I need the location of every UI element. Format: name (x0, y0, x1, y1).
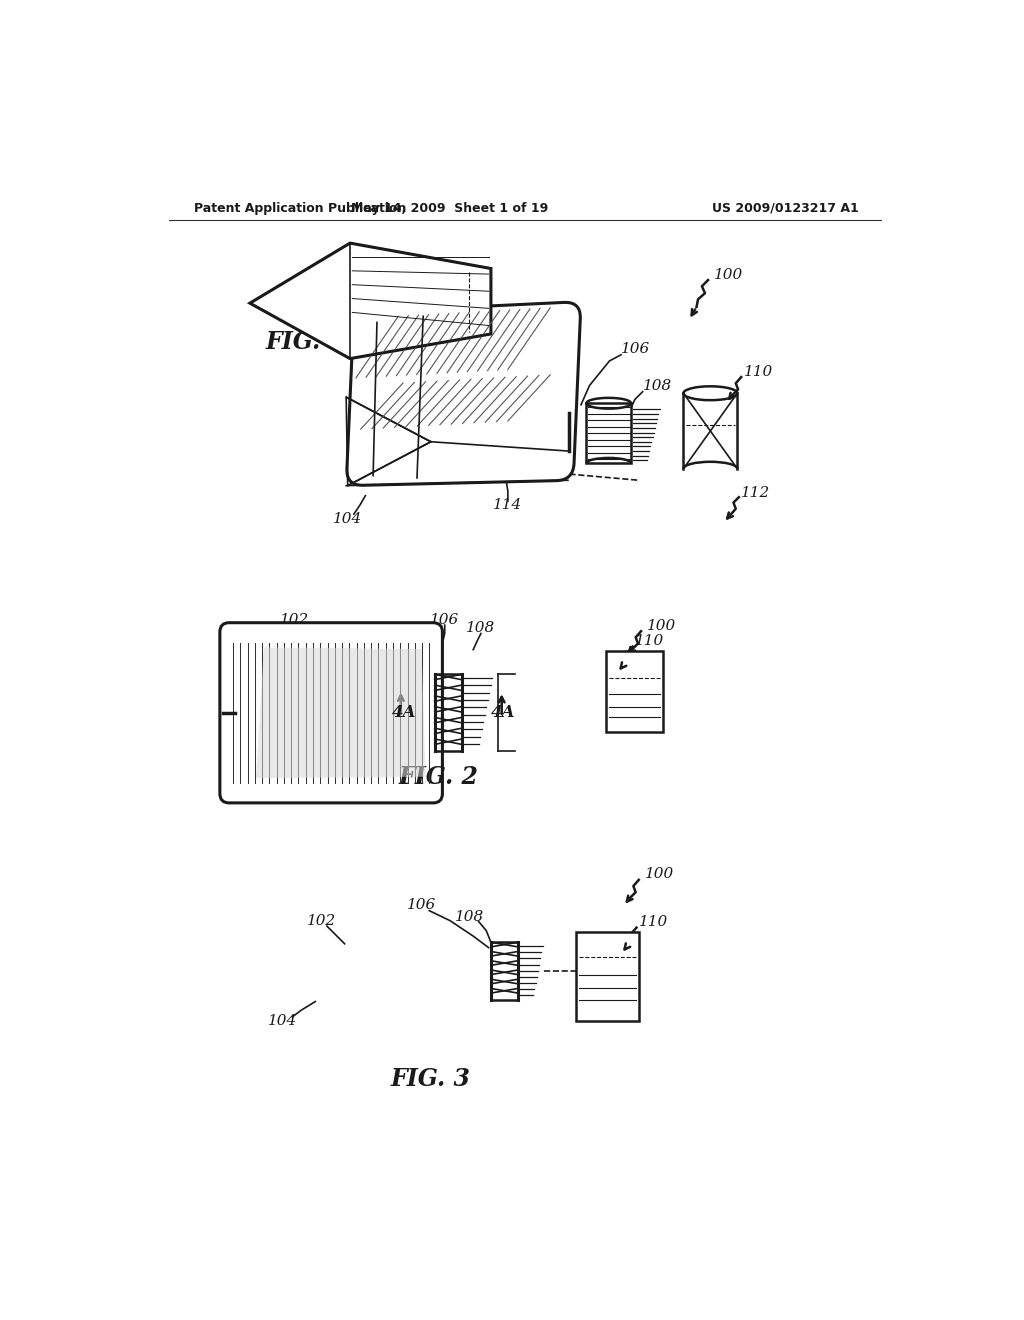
Text: 106: 106 (430, 614, 460, 627)
Text: 110: 110 (744, 366, 773, 379)
Text: 4A: 4A (391, 705, 416, 721)
Text: FIG. 1: FIG. 1 (265, 330, 345, 354)
Text: 112: 112 (741, 486, 770, 500)
Polygon shape (605, 651, 664, 733)
Text: 4A: 4A (490, 705, 515, 721)
Text: 110: 110 (639, 915, 668, 929)
Text: 110: 110 (635, 634, 665, 648)
Text: 102: 102 (280, 614, 309, 627)
Text: 108: 108 (643, 379, 672, 393)
Polygon shape (256, 647, 425, 779)
Text: 102: 102 (307, 913, 336, 928)
Text: FIG. 2: FIG. 2 (398, 764, 478, 789)
Text: FIG. 3: FIG. 3 (391, 1067, 471, 1090)
Text: 104: 104 (333, 512, 362, 525)
Text: 106: 106 (407, 899, 436, 912)
Text: 108: 108 (466, 622, 496, 635)
Text: 102: 102 (410, 279, 439, 293)
FancyBboxPatch shape (220, 623, 442, 803)
Polygon shape (587, 404, 631, 463)
Polygon shape (250, 243, 490, 359)
Text: 100: 100 (645, 867, 674, 882)
Text: US 2009/0123217 A1: US 2009/0123217 A1 (712, 202, 859, 215)
Text: 104: 104 (268, 1014, 298, 1028)
Text: 108: 108 (455, 909, 484, 924)
Text: 114: 114 (494, 498, 522, 512)
Text: Patent Application Publication: Patent Application Publication (194, 202, 407, 215)
Text: 100: 100 (714, 268, 742, 282)
Text: 106: 106 (621, 342, 650, 356)
Text: May 14, 2009  Sheet 1 of 19: May 14, 2009 Sheet 1 of 19 (351, 202, 549, 215)
PathPatch shape (347, 302, 581, 486)
Polygon shape (575, 932, 639, 1020)
Text: 100: 100 (646, 619, 676, 632)
